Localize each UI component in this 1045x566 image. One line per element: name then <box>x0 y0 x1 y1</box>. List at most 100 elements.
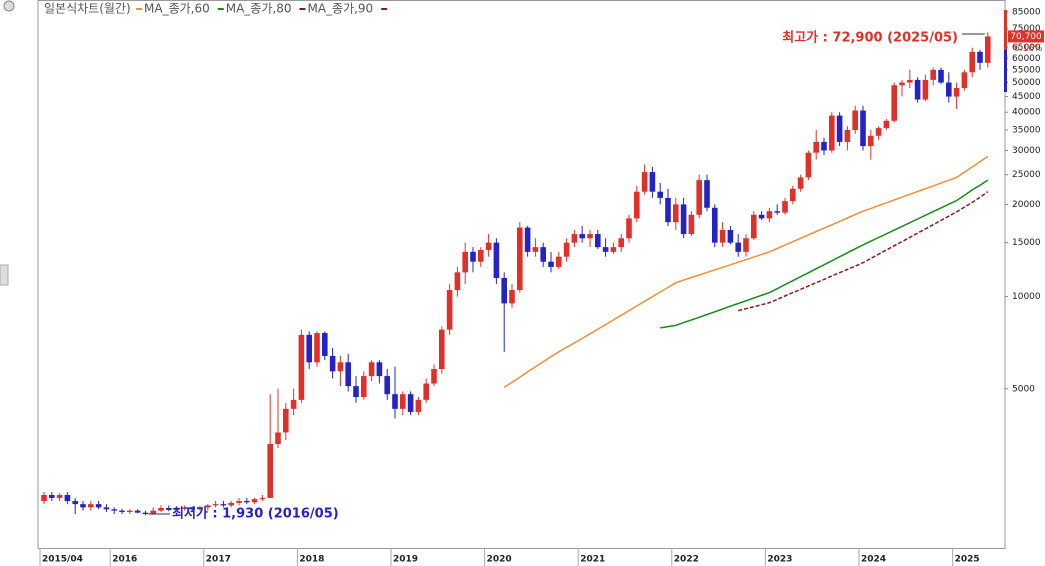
candle-body <box>875 128 882 136</box>
candle-body <box>946 82 952 97</box>
candle-body <box>423 383 429 400</box>
candle-body <box>72 501 78 505</box>
candle-body <box>704 180 710 208</box>
y-tick-label: 55000 <box>1012 65 1041 75</box>
candle-body <box>56 494 63 498</box>
candle-body <box>197 507 203 510</box>
menu-icon[interactable] <box>3 0 15 12</box>
candle-body <box>883 120 890 129</box>
candle-body <box>189 507 195 510</box>
candle-body <box>244 501 250 503</box>
x-tick-label: 2015/04 <box>42 555 83 565</box>
candle-body <box>345 362 351 387</box>
candle-body <box>283 408 289 433</box>
x-tick-label: 2018 <box>299 555 324 565</box>
candle-body <box>392 394 398 409</box>
candle-body <box>758 214 765 219</box>
y-tick-label: 30000 <box>1012 146 1041 156</box>
candle-body <box>493 242 500 278</box>
candle-body <box>868 135 874 147</box>
candle-body <box>891 85 897 121</box>
candle-body <box>173 508 180 510</box>
candle-body <box>298 334 305 400</box>
candle-body <box>95 504 102 508</box>
candle-body <box>275 432 281 445</box>
candle-body <box>41 494 47 502</box>
y-tick-label: 60000 <box>1012 54 1041 64</box>
candle-body <box>688 214 695 235</box>
candle-body <box>641 172 648 192</box>
candle-body <box>922 79 929 100</box>
chart-title: 일본식차트(월간) <box>44 2 131 16</box>
candle-body <box>797 177 804 189</box>
candle-body <box>439 329 445 370</box>
candle-body <box>103 507 110 510</box>
candle-body <box>415 399 422 412</box>
candle-body <box>322 333 328 356</box>
x-tick-label: 2016 <box>112 555 137 565</box>
candle-body <box>595 234 601 248</box>
candle-body <box>579 234 585 239</box>
candle-body <box>532 247 539 252</box>
candle-body <box>953 87 960 97</box>
candle-body <box>790 188 796 202</box>
candle-body <box>384 376 390 395</box>
x-tick-label: 2021 <box>580 555 605 565</box>
candle-body <box>306 334 312 363</box>
candle-body <box>634 191 640 219</box>
legend-label: MA_종가,60 <box>144 2 210 16</box>
candle-body <box>618 238 624 248</box>
candle-body <box>899 82 905 86</box>
candle-body <box>665 197 671 223</box>
y-tick-label: 65000 <box>1012 43 1041 53</box>
candle-body <box>782 201 788 213</box>
candle-body <box>821 141 827 151</box>
candle-body <box>64 494 71 502</box>
range-bar <box>1004 50 1007 92</box>
candle-body <box>556 256 562 267</box>
y-tick-label: 25000 <box>1012 170 1041 180</box>
candle-body <box>501 277 507 304</box>
candle-body <box>251 499 258 503</box>
x-tick-label: 2020 <box>487 555 512 565</box>
y-tick-label: 85000 <box>1012 7 1041 17</box>
candle-body <box>462 251 468 273</box>
change-label: 6.16% <box>1014 44 1043 54</box>
candle-body <box>985 36 991 63</box>
candle-body <box>181 507 188 509</box>
candle-body <box>478 249 484 262</box>
candle-body <box>805 152 812 178</box>
candle-body <box>267 444 273 498</box>
candle-body <box>485 242 492 250</box>
candle-body <box>158 507 164 511</box>
candle-body <box>353 386 359 397</box>
candle-body <box>329 355 336 372</box>
candle-body <box>290 399 297 409</box>
legend-label: MA_종가,80 <box>226 2 292 16</box>
candle-body <box>961 72 968 88</box>
candle-body <box>571 234 578 243</box>
y-tick-label: 20000 <box>1012 200 1041 210</box>
candle-body <box>400 394 406 409</box>
y-tick-label: 50000 <box>1012 78 1041 88</box>
legend-label: MA_종가,90 <box>307 2 373 16</box>
x-tick-label: 2022 <box>674 555 699 565</box>
candle-body <box>727 229 734 243</box>
candle-body <box>907 79 913 83</box>
candle-body <box>649 172 656 192</box>
candle-body <box>220 504 227 506</box>
candle-body <box>680 204 687 235</box>
candle-body <box>719 229 726 243</box>
y-tick-label: 35000 <box>1012 125 1041 135</box>
y-tick-label: 15000 <box>1012 238 1041 248</box>
candle-body <box>743 238 749 252</box>
x-tick-label: 2023 <box>767 555 792 565</box>
candle-body <box>735 242 741 252</box>
scroll-handle[interactable] <box>0 264 9 286</box>
candle-body <box>470 251 476 262</box>
plot-frame <box>37 0 1006 549</box>
candle-body <box>509 290 515 304</box>
candle-body <box>127 510 133 512</box>
candle-body <box>774 211 780 213</box>
